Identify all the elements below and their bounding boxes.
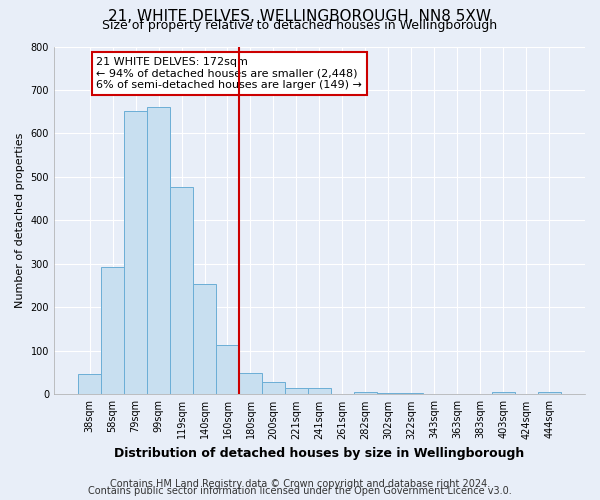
Bar (285, 388, 308, 394)
Bar (101, 267, 124, 394)
Bar (354, 392, 377, 394)
Bar (492, 392, 515, 394)
Bar (239, 373, 262, 394)
Bar (193, 284, 216, 395)
X-axis label: Distribution of detached houses by size in Wellingborough: Distribution of detached houses by size … (115, 447, 524, 460)
Bar (538, 392, 561, 394)
Bar (400, 392, 423, 394)
Bar (170, 186, 193, 394)
Bar (147, 108, 170, 395)
Text: 21 WHITE DELVES: 172sqm
← 94% of detached houses are smaller (2,448)
6% of semi-: 21 WHITE DELVES: 172sqm ← 94% of detache… (97, 57, 362, 90)
Text: Size of property relative to detached houses in Wellingborough: Size of property relative to detached ho… (103, 19, 497, 32)
Text: Contains HM Land Registry data © Crown copyright and database right 2024.: Contains HM Land Registry data © Crown c… (110, 479, 490, 489)
Y-axis label: Number of detached properties: Number of detached properties (15, 133, 25, 308)
Text: 21, WHITE DELVES, WELLINGBOROUGH, NN8 5XW: 21, WHITE DELVES, WELLINGBOROUGH, NN8 5X… (109, 9, 491, 24)
Bar (377, 392, 400, 394)
Bar (124, 112, 147, 395)
Bar (262, 382, 285, 394)
Bar (216, 345, 239, 395)
Bar (308, 388, 331, 394)
Bar (78, 374, 101, 394)
Text: Contains public sector information licensed under the Open Government Licence v3: Contains public sector information licen… (88, 486, 512, 496)
